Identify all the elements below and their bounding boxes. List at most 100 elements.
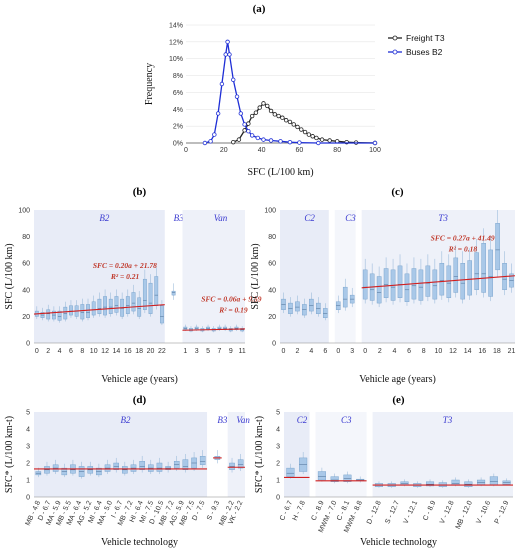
data-point-0 (231, 139, 236, 145)
y-tick-label-b: 40 (22, 287, 30, 294)
box-c (488, 249, 493, 297)
panel-label-a: (a) (253, 3, 266, 15)
box-e (330, 476, 339, 482)
box-c (383, 268, 389, 298)
x-tick-label-c: 2 (378, 348, 382, 355)
series-line-1 (204, 41, 375, 144)
x-tick-label-b: 10 (90, 348, 98, 355)
group-label-b: Van (214, 213, 228, 223)
group-label-e: C3 (341, 415, 352, 425)
box-b (97, 298, 102, 314)
group-label-d: B3 (217, 415, 227, 425)
group-band-e (315, 412, 367, 497)
y-tick-label-c: 60 (268, 261, 276, 268)
legend-label-1: Buses B2 (406, 47, 443, 57)
x-tick-label-c: 6 (407, 348, 411, 355)
y-tick-label-c: 100 (264, 208, 276, 215)
data-point-1 (225, 39, 230, 45)
box-d (182, 459, 189, 471)
x-tick-label-e: V - 10.6 (475, 500, 492, 525)
x-tick-label-c: 12 (449, 348, 457, 355)
y-tick-label-e: 1 (276, 478, 280, 485)
data-point-1 (316, 140, 321, 146)
box-c (376, 276, 382, 304)
x-tick-label-a: 100 (369, 147, 381, 154)
data-point-0 (299, 127, 304, 132)
x-tick-label-b: 16 (124, 348, 132, 355)
legend-marker-1 (392, 49, 398, 55)
data-point-0 (302, 129, 308, 135)
box-e (426, 481, 435, 487)
box-b (46, 309, 51, 320)
x-tick-label-b: 20 (147, 348, 155, 355)
data-point-1 (261, 137, 266, 142)
group-label-b: B3 (174, 213, 184, 223)
x-axis-label-c: Vehicle age (years) (359, 374, 436, 385)
box-c (397, 265, 403, 298)
box-e (451, 479, 460, 486)
data-point-1 (212, 132, 217, 137)
y-tick-label-b: 60 (22, 261, 30, 268)
x-tick-label-a: 60 (296, 147, 304, 154)
box-c (439, 263, 445, 296)
x-tick-label-c: 10 (434, 348, 442, 355)
data-point-1 (219, 81, 225, 87)
data-point-0 (310, 134, 315, 139)
data-point-0 (295, 124, 300, 130)
box-e (286, 467, 295, 477)
data-point-0 (261, 101, 266, 106)
y-tick-label-d: 3 (26, 444, 30, 451)
box-b (108, 298, 113, 314)
y-tick-label-a: 12% (169, 39, 183, 46)
y-tick-label-d: 4 (26, 427, 30, 434)
trend-line-c (361, 275, 516, 289)
box-b (80, 304, 85, 320)
data-point-0 (242, 128, 247, 133)
y-tick-label-d: 0 (26, 495, 30, 502)
y-tick-label-e: 2 (276, 461, 280, 468)
x-tick-label-c: 21 (508, 348, 516, 355)
box-e (489, 476, 498, 486)
data-point-0 (314, 135, 319, 141)
x-tick-label-b: 18 (135, 348, 143, 355)
box-c (481, 243, 486, 293)
box-c (460, 263, 466, 300)
group-label-c: C2 (304, 213, 315, 223)
y-tick-label-d: 1 (26, 478, 30, 485)
x-tick-label-b: 8 (80, 348, 84, 355)
data-point-1 (234, 94, 240, 99)
group-label-d: Van (236, 415, 250, 425)
group-label-b: B2 (99, 213, 109, 223)
box-b (69, 305, 73, 316)
group-band-d (34, 412, 208, 497)
group-band-d (227, 412, 245, 497)
x-tick-label-e: S - 12.7 (384, 500, 401, 525)
data-point-0 (287, 119, 293, 125)
y-tick-label-a: 0% (173, 141, 183, 148)
x-tick-label-c: 8 (422, 348, 426, 355)
data-point-1 (231, 77, 236, 82)
y-tick-label-d: 2 (26, 461, 30, 468)
data-point-1 (242, 122, 247, 127)
group-label-c: C3 (345, 213, 356, 223)
x-axis-label-b: Vehicle age (years) (101, 374, 178, 385)
y-tick-label-a: 8% (173, 73, 183, 80)
data-point-1 (227, 52, 232, 57)
y-axis-label-e: SFC* (L/100 km-t) (254, 416, 265, 493)
x-tick-label-c: 4 (309, 348, 313, 355)
x-tick-label-c: 16 (478, 348, 486, 355)
data-point-1 (278, 139, 283, 144)
x-tick-label-c: 3 (350, 348, 354, 355)
x-tick-label-b: 7 (217, 348, 221, 355)
trend-line-b (33, 304, 165, 315)
data-point-1 (223, 52, 228, 57)
trend-r2-b: R² = 0.21 (110, 272, 139, 281)
x-tick-label-a: 40 (258, 147, 266, 154)
box-c (342, 286, 348, 308)
y-axis-label-d: SFC* (L/100 km-t) (4, 416, 15, 493)
y-tick-label-e: 4 (276, 427, 280, 434)
x-tick-label-c: 0 (336, 348, 340, 355)
data-point-0 (272, 112, 278, 117)
trend-r2-b: R² = 0.19 (218, 305, 248, 314)
x-tick-label-e: V - 12.1 (403, 500, 420, 525)
